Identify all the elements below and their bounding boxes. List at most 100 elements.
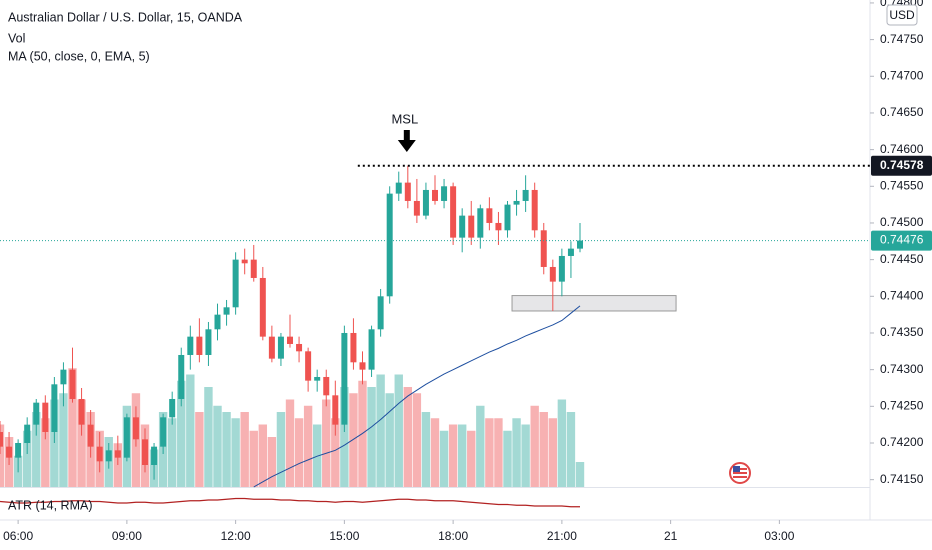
currency-badge [886,4,918,26]
candle-body [105,450,112,462]
candle-body [51,384,58,432]
candle-body [359,362,366,370]
candle-body [513,200,520,205]
volume-bar [204,387,213,487]
candle-body [287,336,293,344]
volume-bar [512,418,521,487]
last-price-tag [871,230,932,251]
candle-body [132,417,139,440]
volume-bar [59,393,68,487]
volume-bar [539,412,548,487]
candle-body [404,182,411,201]
zone [511,295,677,312]
candle-body [350,332,357,363]
y-tick-label: 0.74150 [880,472,924,486]
volume-bar [267,437,277,487]
volume-bar [412,393,422,487]
volume-bar [494,418,503,487]
candle-body [459,215,466,238]
x-tick-label: 03:00 [764,529,794,543]
candle-body [567,248,574,256]
candle-body [314,376,321,381]
y-tick-label: 0.74500 [880,215,924,229]
volume-bar [340,387,349,487]
candle-body [268,336,275,359]
legend-atr: ATR (14, RMA) [8,498,93,512]
volume-bar [322,399,331,487]
volume-bar [467,430,476,487]
candle-body [151,446,158,465]
x-tick-label: 06:00 [3,529,33,543]
x-tick-label: 21 [664,529,678,543]
candle-body [386,193,393,297]
candle-body [441,186,448,201]
candle-body [205,329,212,355]
volume-bar [22,430,32,487]
y-tick-label: 0.74300 [880,362,924,376]
legend-vol: Vol [8,31,25,45]
volume-bar [385,393,394,487]
y-tick-label: 0.74700 [880,68,924,82]
volume-bar [367,387,376,487]
volume-bar [566,412,576,487]
volume-bar [303,405,313,487]
volume-bar [521,424,530,487]
volume-bar [240,412,249,487]
volume-bar [186,374,195,487]
candle-body [259,277,266,337]
candle-body [332,395,339,425]
x-tick-label: 12:00 [221,529,251,543]
candle-body [169,398,176,418]
candle-body [232,259,239,308]
volume-bar [485,418,494,487]
volume-bar [50,399,59,487]
volume-bar [575,462,585,487]
candle-body [558,255,565,282]
volume-bar [258,424,268,487]
candle-body [395,182,402,194]
candle-body [123,417,130,458]
y-tick-label: 0.74450 [880,252,924,266]
candle-body [24,424,31,443]
candle-body [495,222,502,231]
candle-body [486,208,493,223]
x-tick-label: 21:00 [547,529,577,543]
currency-label: USD [889,8,915,22]
candle-body [468,215,475,238]
candle-body [114,450,121,458]
volume-bar [294,418,304,487]
annotation: MSL [391,111,418,126]
volume-bar [530,405,539,487]
volume-bar [503,430,512,487]
volume-bar [439,430,449,487]
candle-body [69,369,76,399]
volume-bar [0,424,5,487]
y-tick-label: 0.74750 [880,32,924,46]
candle-body [549,266,556,282]
candle-body [432,189,438,201]
volume-bar [213,405,222,487]
volume-bar [177,380,186,487]
candle-body [341,332,348,425]
volume-bar [222,412,231,487]
candle-body [196,336,203,355]
candle-body [250,259,257,278]
ma-line [253,305,581,488]
volume-bar [457,424,467,487]
volume-bar [548,418,558,487]
candle-body [60,369,67,385]
y-tick-label: 0.74650 [880,105,924,119]
candle-body [33,402,40,425]
candle-body [187,336,194,355]
volume-bar [77,399,86,487]
volume-bar [113,443,123,487]
candle-body [531,189,538,231]
y-tick-label: 0.74200 [880,435,924,449]
y-tick-label: 0.74400 [880,288,924,302]
volume-bar [557,399,567,487]
candle-body [323,376,330,396]
volume-bar [231,418,240,487]
candle-body [0,431,3,447]
volume-bar [276,412,286,487]
